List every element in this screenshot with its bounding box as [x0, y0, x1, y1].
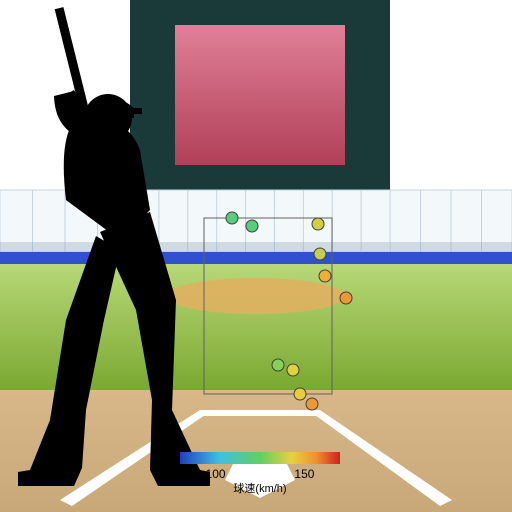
pitch-location-chart: 100 150 球速(km/h): [0, 0, 512, 512]
pitch-marker: [246, 220, 258, 232]
pitch-marker: [314, 248, 326, 260]
pitch-marker: [319, 270, 331, 282]
pitch-marker: [272, 359, 284, 371]
pitch-marker: [340, 292, 352, 304]
svg-text:100: 100: [206, 467, 226, 481]
pitch-marker: [312, 218, 324, 230]
pitch-marker: [294, 388, 306, 400]
pitch-marker: [287, 364, 299, 376]
pitch-marker: [226, 212, 238, 224]
svg-text:150: 150: [294, 467, 314, 481]
pitch-marker: [306, 398, 318, 410]
colorbar-label: 球速(km/h): [233, 481, 286, 495]
